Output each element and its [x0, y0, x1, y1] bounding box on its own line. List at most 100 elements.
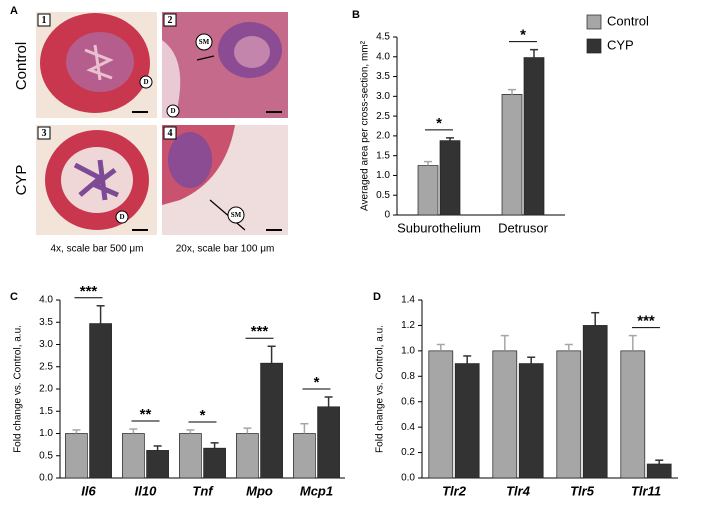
x-tick-label: Tlr11 — [631, 483, 661, 498]
panel-label: A — [10, 5, 18, 17]
x-tick-label: Mpo — [246, 483, 273, 498]
y-tick-label: 0.5 — [376, 190, 390, 201]
number-box — [163, 13, 177, 27]
y-axis-label: Averaged area per cross-section, mm² — [360, 40, 371, 211]
bar — [203, 447, 226, 479]
panel-label: C — [10, 291, 18, 303]
tissue — [162, 40, 181, 118]
y-tick-label: 0.5 — [39, 450, 53, 461]
number-box — [37, 13, 51, 27]
y-tick-label: 0.2 — [401, 447, 415, 458]
x-tick-label: Il10 — [135, 483, 157, 498]
bar — [65, 433, 88, 479]
image-number: 3 — [42, 128, 47, 139]
caption: 20x, scale bar 100 μm — [176, 244, 275, 255]
y-tick-label: 4.0 — [39, 295, 53, 306]
bar — [293, 433, 316, 479]
label-circle — [139, 75, 153, 89]
label-circle — [115, 210, 129, 224]
bar — [146, 450, 169, 479]
row-label: CYP — [13, 165, 30, 196]
y-tick-label: 1.4 — [401, 295, 415, 306]
y-tick-label: 1.0 — [401, 345, 415, 356]
bar — [556, 350, 582, 479]
y-tick-label: 3.0 — [376, 91, 390, 102]
legend-label: Control — [607, 13, 649, 28]
caption: 4x, scale bar 500 μm — [50, 244, 143, 255]
significance-label: *** — [251, 323, 269, 340]
bar — [122, 433, 145, 479]
x-tick-label: Tlr4 — [506, 483, 531, 498]
y-tick-label: 0.4 — [401, 422, 415, 433]
bar — [501, 94, 523, 216]
x-tick-label: Tnf — [192, 483, 214, 498]
bar — [179, 433, 202, 479]
x-tick-label: Tlr5 — [570, 483, 595, 498]
y-tick-label: 3.0 — [39, 339, 53, 350]
y-tick-label: 1.5 — [376, 150, 390, 161]
bar — [428, 350, 454, 479]
lumen — [84, 44, 114, 81]
significance-label: * — [314, 374, 320, 391]
x-tick-label: Suburothelium — [397, 220, 481, 235]
row-label: Control — [13, 42, 30, 90]
significance-label: ** — [140, 406, 152, 423]
image-number: 4 — [168, 128, 173, 139]
legend-label: CYP — [607, 37, 634, 52]
bar — [439, 140, 461, 216]
y-tick-label: 1.5 — [39, 406, 53, 417]
y-tick-label: 2.0 — [376, 131, 390, 142]
y-tick-label: 0.0 — [39, 473, 53, 484]
y-tick-label: 0.8 — [401, 371, 415, 382]
arrow — [196, 55, 215, 61]
bar — [518, 363, 544, 479]
scale-bar — [132, 111, 148, 113]
bar — [454, 363, 480, 479]
label-circle — [166, 104, 180, 118]
scale-bar — [266, 111, 282, 113]
y-tick-label: 3.5 — [39, 317, 53, 328]
y-tick-label: 0 — [384, 210, 390, 221]
legend-swatch — [586, 14, 602, 30]
bar — [317, 406, 340, 479]
panel-label: D — [373, 291, 381, 303]
image-number: 1 — [42, 15, 47, 26]
bar — [620, 350, 646, 479]
image-label: SM — [199, 38, 210, 46]
tissue — [234, 36, 270, 68]
y-tick-label: 0.0 — [401, 473, 415, 484]
y-axis-label: Fold change vs. Control, a.u. — [375, 325, 386, 453]
number-box — [37, 126, 51, 140]
y-tick-label: 2.5 — [39, 361, 53, 372]
bar — [260, 362, 283, 479]
panel-label: B — [352, 9, 360, 21]
legend-swatch — [586, 38, 602, 54]
bar — [582, 325, 608, 479]
tissue — [66, 32, 134, 92]
tissue — [168, 132, 212, 188]
bar — [236, 433, 259, 479]
significance-label: * — [436, 115, 442, 132]
x-tick-label: Il6 — [81, 483, 96, 498]
x-tick-label: Tlr2 — [442, 483, 467, 498]
image-label: D — [170, 107, 175, 115]
image-label: SM — [231, 211, 242, 219]
image-label: D — [119, 213, 124, 221]
significance-label: * — [520, 27, 526, 44]
y-tick-label: 2.0 — [39, 384, 53, 395]
image-label: D — [143, 78, 148, 86]
label-circle — [227, 206, 245, 224]
y-tick-label: 0.6 — [401, 396, 415, 407]
y-tick-label: 3.5 — [376, 71, 390, 82]
label-circle — [195, 33, 213, 51]
bar — [417, 165, 439, 216]
y-tick-label: 2.5 — [376, 111, 390, 122]
scale-bar — [266, 229, 282, 231]
bar — [89, 323, 112, 479]
y-tick-label: 1.0 — [39, 428, 53, 439]
bar — [523, 57, 545, 216]
y-tick-label: 4.5 — [376, 32, 390, 43]
x-tick-label: Mcp1 — [300, 483, 333, 498]
y-axis-label: Fold change vs. Control, a.u. — [13, 325, 24, 453]
